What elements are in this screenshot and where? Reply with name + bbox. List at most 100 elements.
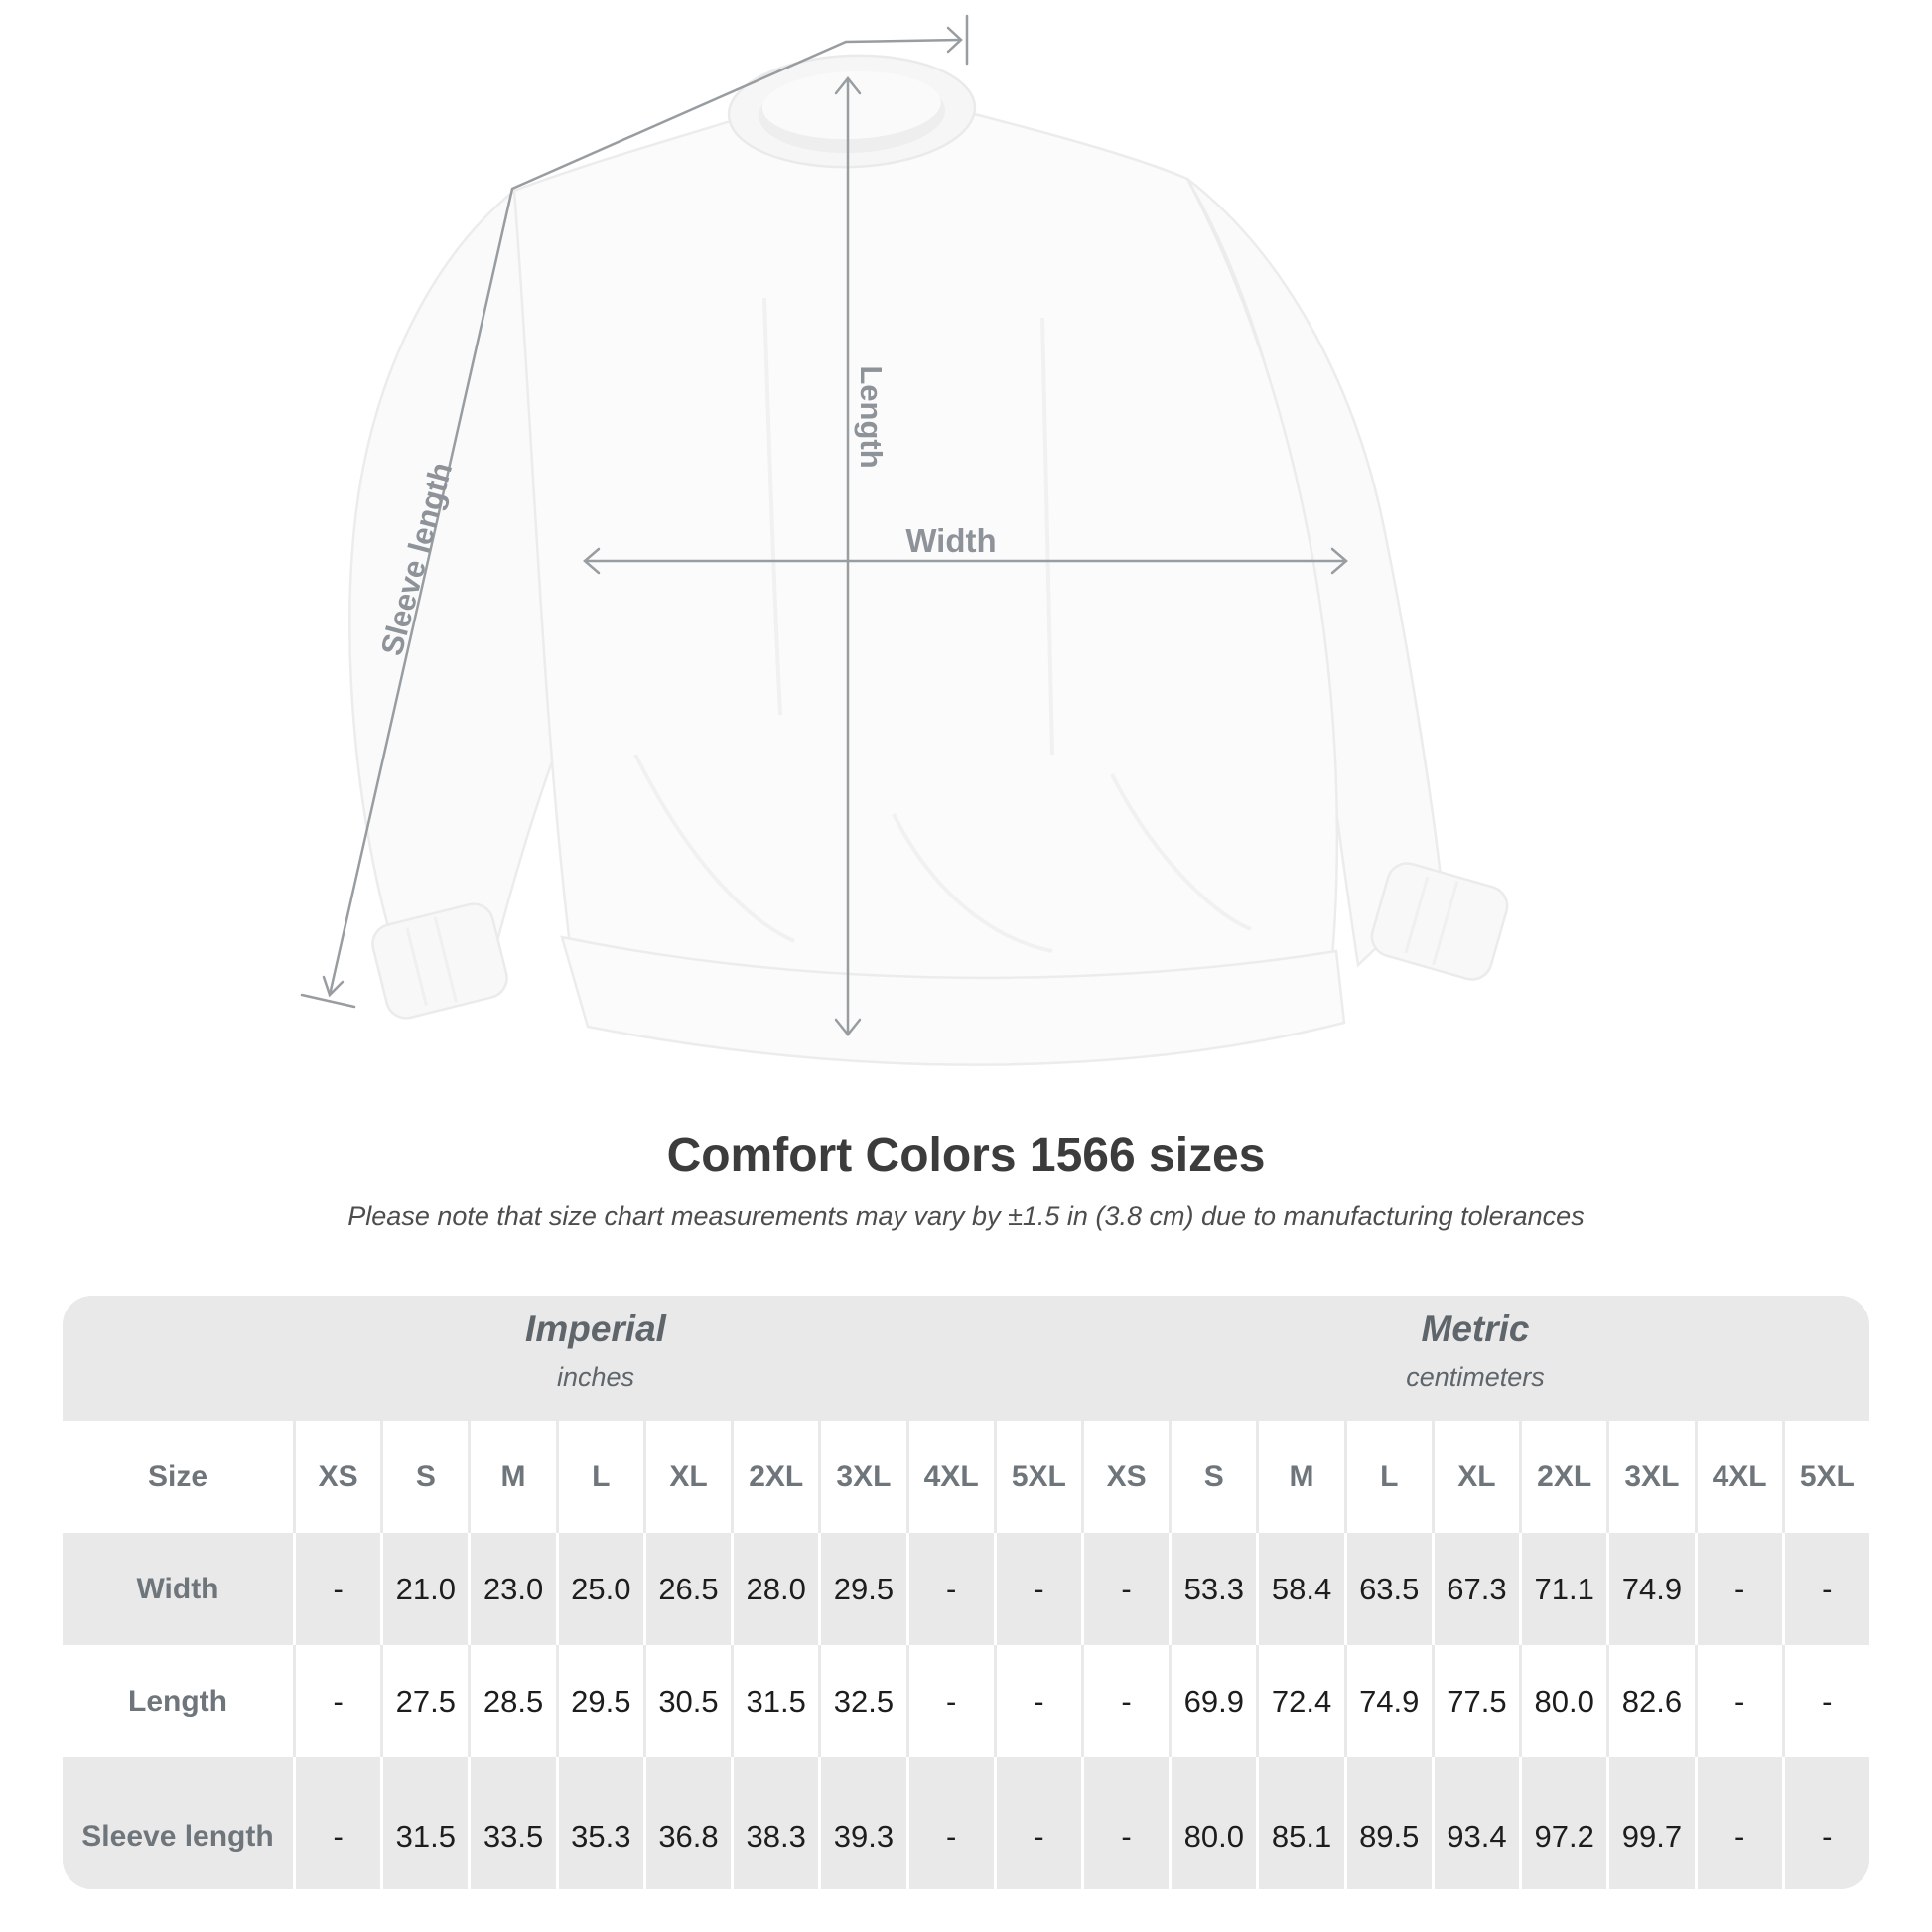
cell-width-imperial-xl: 26.5 xyxy=(642,1533,731,1645)
size-header-imperial-2xl: 2XL xyxy=(731,1421,818,1533)
length-arrow-down xyxy=(834,1018,862,1037)
cell-sleeve-length-imperial-3xl: 39.3 xyxy=(818,1757,905,1889)
cell-width-imperial-2xl: 28.0 xyxy=(731,1533,818,1645)
sleeve-end-tick-bottom xyxy=(300,993,356,1009)
cell-width-imperial-l: 25.0 xyxy=(555,1533,643,1645)
sweatshirt-left-cuff xyxy=(371,902,508,1020)
cell-width-metric-xs: - xyxy=(1080,1533,1169,1645)
sweatshirt-diagram: Length Width Sleeve length xyxy=(300,14,1509,1066)
cell-width-metric-m: 58.4 xyxy=(1256,1533,1343,1645)
cell-sleeve-length-metric-xl: 93.4 xyxy=(1431,1757,1519,1889)
cell-width-metric-5xl: - xyxy=(1781,1533,1869,1645)
cell-sleeve-length-metric-4xl: - xyxy=(1694,1757,1782,1889)
size-header-metric-m: M xyxy=(1256,1421,1343,1533)
cell-length-imperial-s: 27.5 xyxy=(380,1645,468,1757)
size-table: Imperial inches Metric centimeters Size X… xyxy=(63,1296,1869,1889)
metric-label: Metric xyxy=(1421,1309,1530,1349)
sleeve-arrow-top xyxy=(946,26,963,54)
cell-width-imperial-xs: - xyxy=(293,1533,380,1645)
cell-sleeve-length-metric-5xl: - xyxy=(1781,1757,1869,1889)
row-label-length: Length xyxy=(128,1684,227,1718)
sweatshirt-collar xyxy=(727,54,977,169)
cell-width-imperial-m: 23.0 xyxy=(468,1533,555,1645)
measurement-rows: Width -21.0 23.0 25.0 26.5 28.0 29.5- - -53.3 58.… xyxy=(63,1533,1869,1889)
cell-sleeve-length-metric-m: 85.1 xyxy=(1256,1757,1343,1889)
cell-width-imperial-3xl: 29.5 xyxy=(818,1533,905,1645)
cell-sleeve-length-imperial-s: 31.5 xyxy=(380,1757,468,1889)
size-column-header: Size xyxy=(147,1459,208,1493)
cell-length-imperial-3xl: 32.5 xyxy=(818,1645,905,1757)
cell-length-imperial-xl: 30.5 xyxy=(642,1645,731,1757)
size-header-metric-l: L xyxy=(1343,1421,1432,1533)
sweatshirt-waistband xyxy=(560,935,1346,1066)
cell-length-imperial-xs: - xyxy=(293,1645,380,1757)
size-header-imperial-4xl: 4XL xyxy=(905,1421,994,1533)
cell-sleeve-length-imperial-4xl: - xyxy=(905,1757,994,1889)
length-dimension-label: Length xyxy=(854,365,889,469)
size-header-metric-4xl: 4XL xyxy=(1694,1421,1782,1533)
sleeve-length-dimension-line xyxy=(300,14,969,1009)
cell-width-metric-xl: 67.3 xyxy=(1431,1533,1519,1645)
imperial-unit-header: Imperial inches xyxy=(525,1309,666,1393)
width-arrow-right xyxy=(1330,547,1348,575)
width-dimension-label: Width xyxy=(905,522,997,559)
unit-header-band: Imperial inches Metric centimeters xyxy=(63,1296,1869,1421)
tolerance-note: Please note that size chart measurements… xyxy=(347,1201,1585,1231)
cell-sleeve-length-metric-3xl: 99.7 xyxy=(1606,1757,1694,1889)
cell-width-imperial-5xl: - xyxy=(993,1533,1081,1645)
size-header-imperial-5xl: 5XL xyxy=(993,1421,1081,1533)
width-arrow-left xyxy=(583,547,601,575)
cell-width-metric-4xl: - xyxy=(1694,1533,1782,1645)
cell-length-metric-s: 69.9 xyxy=(1169,1645,1256,1757)
table-row-sleeve-length: Sleeve length -31.5 33.5 35.3 36.8 38.3 39.3- -… xyxy=(63,1757,1869,1889)
size-header-imperial-s: S xyxy=(380,1421,468,1533)
cell-sleeve-length-metric-xs: - xyxy=(1080,1757,1169,1889)
length-dimension-line xyxy=(834,75,862,1037)
table-row-length: Length -27.5 28.5 29.5 30.5 31.5 32.5- - -69.9 72… xyxy=(63,1645,1869,1757)
row-label-sleeve-length: Sleeve length xyxy=(81,1819,274,1853)
cell-length-imperial-5xl: - xyxy=(993,1645,1081,1757)
size-header-imperial-xs: XS xyxy=(293,1421,380,1533)
cell-width-metric-3xl: 74.9 xyxy=(1606,1533,1694,1645)
fabric-fold-lines xyxy=(633,297,1252,953)
cell-sleeve-length-metric-2xl: 97.2 xyxy=(1519,1757,1606,1889)
sweatshirt-illustration xyxy=(300,14,1509,1066)
cell-length-imperial-l: 29.5 xyxy=(555,1645,643,1757)
sweatshirt-right-cuff xyxy=(1370,862,1509,981)
row-label-width: Width xyxy=(136,1572,219,1605)
size-header-metric-3xl: 3XL xyxy=(1606,1421,1694,1533)
size-header-imperial-xl: XL xyxy=(642,1421,731,1533)
cell-sleeve-length-imperial-xl: 36.8 xyxy=(642,1757,731,1889)
size-header-metric-s: S xyxy=(1169,1421,1256,1533)
sleeve-arrow-bottom xyxy=(322,975,345,998)
cell-sleeve-length-imperial-l: 35.3 xyxy=(555,1757,643,1889)
size-header-imperial-m: M xyxy=(468,1421,555,1533)
cell-width-metric-l: 63.5 xyxy=(1343,1533,1432,1645)
cell-sleeve-length-imperial-xs: - xyxy=(293,1757,380,1889)
cell-width-imperial-4xl: - xyxy=(905,1533,994,1645)
size-header-row: Size XS S M L XL 2XL 3XL 4XL 5XL XS S M L XL 2XL 3XL 4XL 5… xyxy=(63,1421,1869,1533)
size-header-metric-2xl: 2XL xyxy=(1519,1421,1606,1533)
metric-unit-header: Metric centimeters xyxy=(1406,1309,1545,1393)
cell-length-metric-l: 74.9 xyxy=(1343,1645,1432,1757)
cell-length-metric-m: 72.4 xyxy=(1256,1645,1343,1757)
length-arrow-up xyxy=(834,75,862,95)
cell-length-metric-4xl: - xyxy=(1694,1645,1782,1757)
cell-width-metric-2xl: 71.1 xyxy=(1519,1533,1606,1645)
imperial-sublabel: inches xyxy=(556,1361,635,1392)
size-header-metric-xl: XL xyxy=(1431,1421,1519,1533)
cell-length-metric-5xl: - xyxy=(1781,1645,1869,1757)
cell-width-imperial-s: 21.0 xyxy=(380,1533,468,1645)
cell-length-imperial-m: 28.5 xyxy=(468,1645,555,1757)
cell-width-metric-s: 53.3 xyxy=(1169,1533,1256,1645)
cell-length-imperial-2xl: 31.5 xyxy=(731,1645,818,1757)
cell-sleeve-length-metric-s: 80.0 xyxy=(1169,1757,1256,1889)
cell-sleeve-length-imperial-2xl: 38.3 xyxy=(731,1757,818,1889)
size-header-imperial-l: L xyxy=(555,1421,643,1533)
cell-sleeve-length-imperial-m: 33.5 xyxy=(468,1757,555,1889)
metric-sublabel: centimeters xyxy=(1406,1361,1545,1392)
size-header-imperial-3xl: 3XL xyxy=(818,1421,905,1533)
imperial-label: Imperial xyxy=(525,1309,666,1349)
page-title: Comfort Colors 1566 sizes xyxy=(666,1129,1266,1181)
cell-length-imperial-4xl: - xyxy=(905,1645,994,1757)
